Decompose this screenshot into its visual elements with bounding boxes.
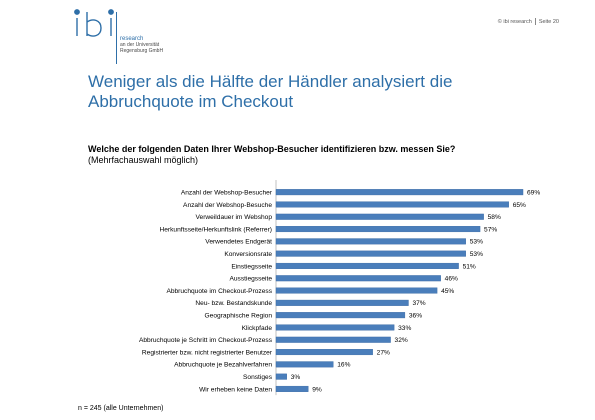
header-separator bbox=[534, 18, 536, 25]
category-label: Wir erheben keine Daten bbox=[199, 386, 272, 393]
value-label: 58% bbox=[488, 214, 501, 221]
bar bbox=[275, 349, 373, 356]
bar bbox=[275, 336, 391, 343]
category-label: Verwendetes Endgerät bbox=[205, 239, 272, 246]
value-label: 51% bbox=[463, 263, 476, 270]
header-meta: © ibi research Seite 20 bbox=[498, 18, 559, 25]
category-label: Abbruchquote je Bezahlverfahren bbox=[174, 362, 272, 369]
category-label: Verweildauer im Webshop bbox=[196, 214, 273, 221]
value-label: 27% bbox=[377, 349, 390, 356]
bar bbox=[275, 287, 438, 294]
value-label: 53% bbox=[470, 239, 483, 246]
logo-divider bbox=[116, 12, 117, 64]
value-label: 37% bbox=[412, 300, 425, 307]
sample-size-note: n = 245 (alle Unternehmen) bbox=[78, 405, 164, 412]
value-label: 65% bbox=[513, 202, 526, 209]
value-label: 3% bbox=[291, 374, 301, 381]
brand-name: research bbox=[120, 36, 144, 42]
ibi-logo-icon bbox=[74, 9, 114, 37]
value-label: 45% bbox=[441, 288, 454, 295]
category-label: Ausstiegsseite bbox=[229, 276, 272, 283]
category-label: Einstiegsseite bbox=[231, 263, 272, 270]
category-label: Sonstiges bbox=[243, 374, 273, 381]
brand-line1: an der Universität bbox=[120, 42, 160, 48]
bar bbox=[275, 324, 395, 331]
value-label: 46% bbox=[445, 276, 458, 283]
value-label: 33% bbox=[398, 325, 411, 332]
slide-title: Weniger als die Hälfte der Händler analy… bbox=[88, 72, 452, 112]
bar bbox=[275, 312, 406, 319]
question-text: Welche der folgenden Daten Ihrer Webshop… bbox=[88, 144, 456, 154]
question-note: (Mehrfachauswahl möglich) bbox=[88, 155, 199, 165]
bar bbox=[275, 189, 524, 196]
slide-title-line2: Abbruchquote im Checkout bbox=[88, 92, 294, 111]
bar bbox=[275, 250, 466, 257]
bar bbox=[275, 201, 509, 208]
category-label: Herkunftsseite/Herkunftslink (Referrer) bbox=[160, 226, 273, 233]
page-number: Seite 20 bbox=[538, 18, 559, 25]
bar-chart: Anzahl der Webshop-Besucher 69% Anzahl der… bbox=[139, 180, 540, 396]
value-label: 57% bbox=[484, 226, 497, 233]
bar bbox=[275, 226, 481, 233]
category-label: Geographische Region bbox=[205, 312, 273, 319]
copyright-text: © ibi research bbox=[497, 18, 532, 25]
bar bbox=[275, 238, 466, 245]
category-label: Klickpfade bbox=[242, 325, 273, 332]
bar bbox=[275, 213, 484, 220]
survey-question: Welche der folgenden Daten Ihrer Webshop… bbox=[88, 144, 528, 166]
value-label: 9% bbox=[312, 386, 322, 393]
category-label: Anzahl der Webshop-Besuche bbox=[183, 202, 272, 209]
brand-text: research an der Universität Regensburg G… bbox=[120, 36, 163, 54]
value-label: 32% bbox=[395, 337, 408, 344]
bar bbox=[275, 262, 459, 269]
category-label: Anzahl der Webshop-Besucher bbox=[181, 189, 273, 196]
value-label: 53% bbox=[470, 251, 483, 258]
category-label: Abbruchquote im Checkout-Prozess bbox=[166, 288, 272, 295]
value-label: 69% bbox=[527, 189, 540, 196]
bar bbox=[275, 299, 409, 306]
slide-title-line1: Weniger als die Hälfte der Händler analy… bbox=[88, 72, 453, 91]
category-label: Abbruchquote je Schritt im Checkout-Proz… bbox=[139, 337, 273, 344]
bar bbox=[275, 385, 309, 392]
category-label: Konversionsrate bbox=[224, 251, 272, 258]
bar bbox=[275, 373, 287, 380]
brand-line2: Regensburg GmbH bbox=[120, 48, 164, 54]
bar bbox=[275, 361, 334, 368]
category-label: Neu- bzw. Bestandskunde bbox=[195, 300, 272, 307]
category-label: Registrierter bzw. nicht registrierter B… bbox=[142, 349, 273, 356]
bar bbox=[275, 275, 441, 282]
value-label: 16% bbox=[337, 362, 350, 369]
value-label: 36% bbox=[409, 312, 422, 319]
